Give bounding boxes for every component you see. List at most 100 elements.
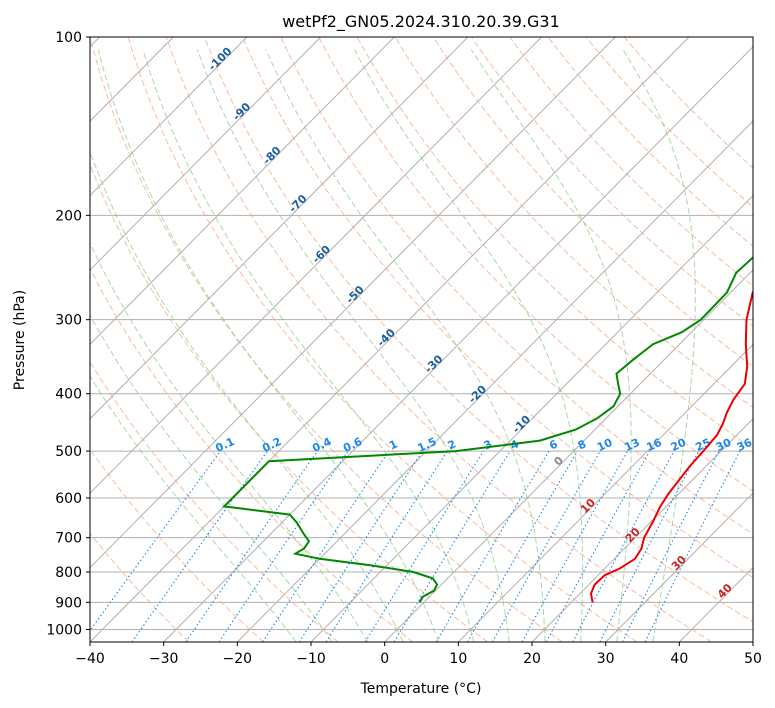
isotherm-line	[90, 37, 395, 346]
isotherm-line	[90, 37, 248, 197]
isotherm-label: -100	[206, 44, 235, 73]
isotherm-line	[90, 37, 542, 494]
isotherm-line	[236, 120, 753, 642]
moist-adiabat	[90, 241, 369, 642]
mixing-ratio-line	[545, 450, 651, 642]
moist-adiabat	[470, 49, 632, 642]
y-tick-label: 300	[55, 313, 82, 329]
dry-adiabat	[547, 37, 753, 247]
axes: −40 −30 −20 −10 0 10 20 30 40 5010020030040050060…	[46, 30, 762, 667]
x-tick-label: 20	[523, 651, 541, 667]
moist-adiabat	[265, 49, 546, 642]
x-tick-label: 0	[380, 651, 389, 667]
y-tick-label: 200	[55, 208, 82, 224]
isotherm-label: -10	[510, 412, 533, 435]
isotherm-line	[90, 37, 321, 271]
dry-adiabat	[90, 532, 190, 642]
mixing-ratio-line	[435, 450, 550, 642]
mixing-ratio-label: 10	[595, 436, 615, 454]
y-tick-label: 1000	[46, 622, 82, 638]
mixing-ratio-label: 1	[387, 437, 399, 452]
x-tick-label: 40	[670, 651, 688, 667]
isotherm-label: -50	[344, 283, 367, 306]
dry-adiabat	[356, 37, 753, 450]
dry-adiabat	[90, 163, 488, 642]
moist-adiabat	[622, 49, 696, 642]
x-tick-label: 50	[744, 651, 762, 667]
isotherm-label: -60	[310, 242, 333, 265]
mixing-ratio-label: 16	[645, 436, 665, 454]
mixing-ratio-label: 6	[547, 437, 560, 452]
isotherm-line	[752, 641, 753, 642]
moist-adiabat	[142, 49, 475, 642]
x-tick-label: −20	[223, 651, 253, 667]
y-tick-label: 400	[55, 387, 82, 403]
isotherm-label: -20	[466, 383, 489, 406]
moist-adiabat	[354, 49, 584, 642]
mixing-ratio-line	[218, 450, 349, 642]
dry-adiabat	[394, 37, 753, 409]
dry-adiabat	[585, 37, 753, 208]
dry-adiabat	[165, 37, 712, 642]
x-tick-label: −10	[296, 651, 326, 667]
mixing-ratio-line	[90, 450, 221, 632]
isotherm-line	[90, 37, 690, 642]
isotherm-line	[90, 37, 469, 420]
dry-adiabat	[242, 37, 753, 579]
x-axis-label: Temperature (°C)	[360, 681, 482, 697]
dry-adiabat	[127, 37, 638, 642]
mixing-ratio-line	[599, 450, 700, 642]
dry-adiabat	[509, 37, 753, 287]
mixing-ratio-label: 8	[576, 437, 588, 452]
mixing-ratio-line	[621, 450, 720, 642]
plot-area: 0.1 0.2 0.4 0.6 1 1.5 2 3 4 6 8 10 13 16 20 25 30 36-100-…	[90, 37, 755, 642]
dry-adiabat	[203, 37, 753, 623]
y-tick-label: 600	[55, 491, 82, 507]
mixing-ratio-label: 36	[735, 436, 755, 454]
isotherm-label: 20	[623, 525, 643, 545]
moist-adiabat	[97, 49, 439, 642]
isotherm-line	[384, 269, 753, 642]
y-tick-label: 900	[55, 595, 82, 611]
y-tick-label: 500	[55, 444, 82, 460]
x-tick-label: 10	[449, 651, 467, 667]
dry-adiabat	[90, 267, 414, 642]
x-tick-label: −30	[149, 651, 179, 667]
mixing-ratio-label: 0.1	[213, 435, 236, 455]
mixing-ratio-label: 0.4	[310, 435, 333, 455]
isotherm-label: -70	[286, 192, 309, 215]
isotherm-line	[457, 343, 753, 642]
mixing-ratio-label: 30	[714, 436, 734, 454]
isotherm-label: 40	[715, 581, 735, 601]
isotherm-line	[90, 37, 616, 569]
y-tick-label: 700	[55, 531, 82, 547]
x-tick-label: 30	[597, 651, 615, 667]
mixing-ratio-line	[521, 450, 629, 642]
dry-adiabat	[280, 37, 753, 535]
mixing-ratio-line	[298, 450, 423, 642]
mixing-ratio-line	[491, 450, 601, 642]
x-tick-label: −40	[75, 651, 105, 667]
moist-adiabat	[196, 49, 510, 642]
isotherm-line	[605, 492, 753, 642]
dry-adiabat	[90, 37, 563, 642]
mixing-ratio-label: 13	[622, 436, 641, 454]
isotherm-label: -30	[422, 352, 445, 375]
y-axis-label: Pressure (hPa)	[12, 290, 28, 390]
mixing-ratio-line	[393, 450, 511, 642]
isotherm-line	[678, 566, 753, 642]
isotherm-line	[163, 46, 753, 642]
dewpoint-profile-line	[222, 256, 753, 603]
y-tick-label: 800	[55, 565, 82, 581]
dry-adiabat	[471, 37, 753, 327]
isotherm-label: -80	[260, 144, 283, 167]
plot-frame	[89, 36, 754, 643]
moist-adiabat	[90, 314, 333, 642]
moist-adiabat	[90, 150, 404, 642]
isotherm-line	[531, 418, 753, 642]
mixing-ratio-line	[644, 450, 741, 642]
isotherm-label: -40	[375, 326, 398, 349]
isotherm-line	[310, 194, 753, 642]
mixing-ratio-line	[325, 450, 448, 642]
mixing-ratio-label: 3	[482, 437, 494, 452]
